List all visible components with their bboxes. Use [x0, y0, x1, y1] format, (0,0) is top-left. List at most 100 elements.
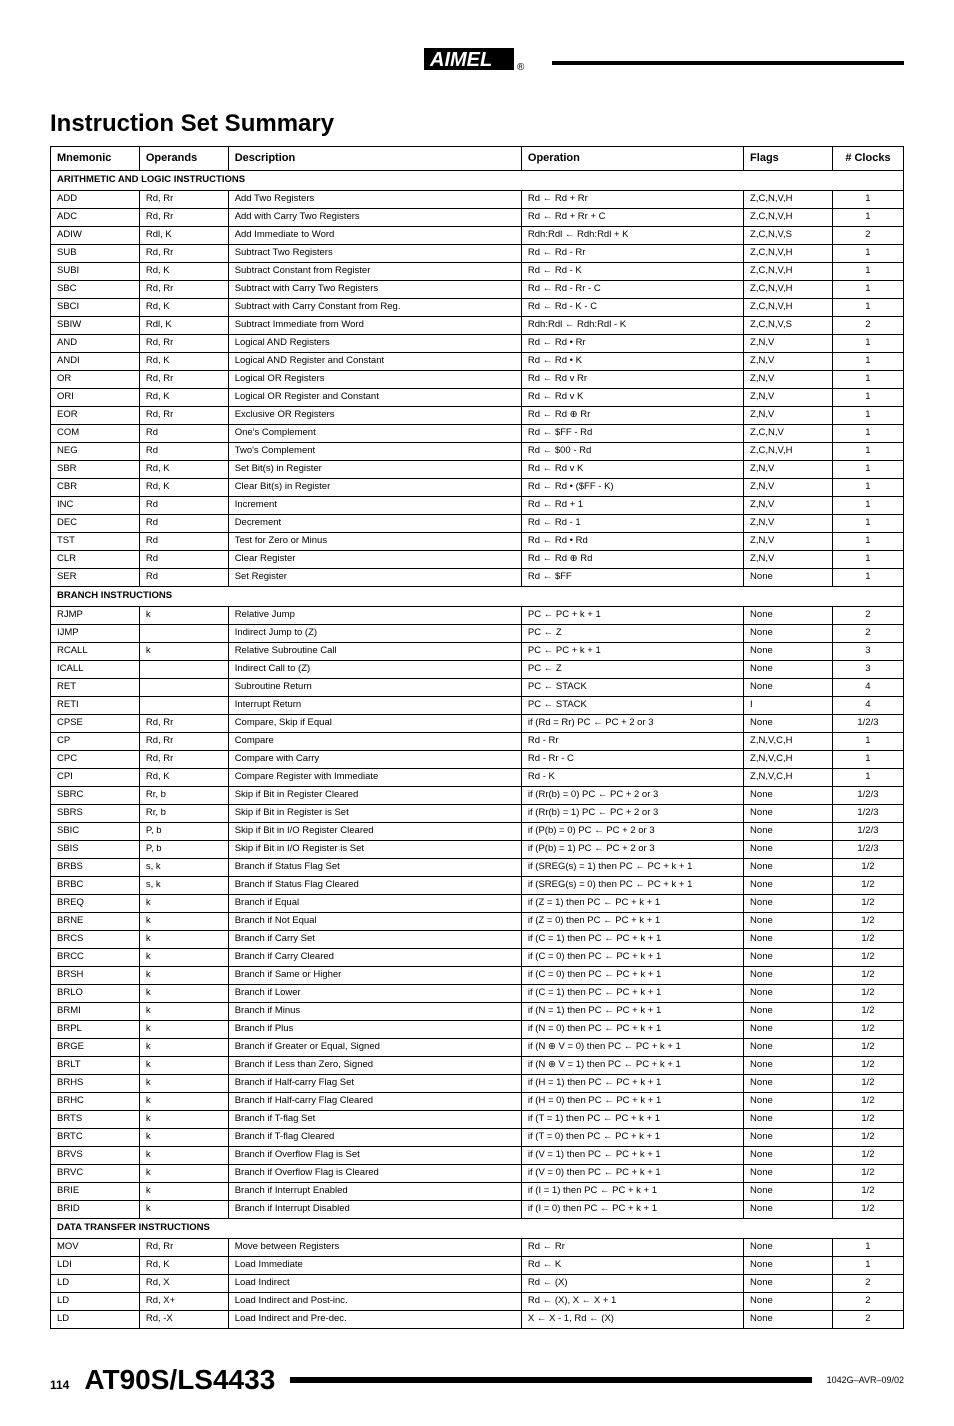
table-cell: None [744, 823, 833, 841]
table-cell: Z,C,N,V,H [744, 281, 833, 299]
logo: AIMEL ® [422, 40, 532, 85]
table-cell: Rd ← Rd v K [521, 389, 743, 407]
table-row: SBRRd, KSet Bit(s) in RegisterRd ← Rd v … [51, 461, 904, 479]
table-cell: DEC [51, 515, 140, 533]
table-cell: k [139, 1003, 228, 1021]
table-cell: CPSE [51, 715, 140, 733]
table-row: BRNEkBranch if Not Equalif (Z = 0) then … [51, 913, 904, 931]
table-row: CPIRd, KCompare Register with ImmediateR… [51, 769, 904, 787]
table-cell: Compare [228, 733, 521, 751]
table-cell: Rd, Rr [139, 715, 228, 733]
table-row: ADCRd, RrAdd with Carry Two RegistersRd … [51, 209, 904, 227]
table-cell: Compare Register with Immediate [228, 769, 521, 787]
table-cell: P, b [139, 823, 228, 841]
table-cell: Rd, Rr [139, 245, 228, 263]
table-row: SUBRd, RrSubtract Two RegistersRd ← Rd -… [51, 245, 904, 263]
table-cell: if (N ⊕ V = 1) then PC ← PC + k + 1 [521, 1057, 743, 1075]
table-cell: Load Immediate [228, 1257, 521, 1275]
table-cell: Skip if Bit in I/O Register is Set [228, 841, 521, 859]
table-cell: ICALL [51, 661, 140, 679]
table-row: BRTCkBranch if T-flag Clearedif (T = 0) … [51, 1129, 904, 1147]
table-cell: Branch if Overflow Flag is Set [228, 1147, 521, 1165]
table-cell: PC ← Z [521, 661, 743, 679]
table-cell: Z,N,V [744, 497, 833, 515]
table-cell: Branch if Overflow Flag is Cleared [228, 1165, 521, 1183]
table-row: RJMPkRelative JumpPC ← PC + k + 1None2 [51, 607, 904, 625]
table-cell: Branch if Carry Cleared [228, 949, 521, 967]
col-description: Description [228, 147, 521, 171]
table-cell: k [139, 967, 228, 985]
table-cell: Rd, K [139, 479, 228, 497]
table-cell: k [139, 913, 228, 931]
table-cell: k [139, 985, 228, 1003]
section-title: BRANCH INSTRUCTIONS [51, 587, 904, 607]
table-row: ANDIRd, KLogical AND Register and Consta… [51, 353, 904, 371]
table-cell: CBR [51, 479, 140, 497]
table-cell: 1 [832, 191, 903, 209]
table-cell: INC [51, 497, 140, 515]
table-cell: 1/2 [832, 1057, 903, 1075]
table-cell: 1 [832, 407, 903, 425]
table-cell: Z,N,V [744, 515, 833, 533]
table-row: CLRRdClear RegisterRd ← Rd ⊕ RdZ,N,V1 [51, 551, 904, 569]
table-cell: 1/2 [832, 1201, 903, 1219]
table-cell: k [139, 607, 228, 625]
table-cell: Logical AND Registers [228, 335, 521, 353]
table-cell: SBRS [51, 805, 140, 823]
table-cell: Rd ← K [521, 1257, 743, 1275]
table-cell: Subtract with Carry Two Registers [228, 281, 521, 299]
table-cell: 1/2/3 [832, 787, 903, 805]
table-row: LDRd, XLoad IndirectRd ← (X)None2 [51, 1275, 904, 1293]
table-cell: None [744, 1111, 833, 1129]
table-row: BRCCkBranch if Carry Clearedif (C = 0) t… [51, 949, 904, 967]
table-cell: Rd ← Rd - 1 [521, 515, 743, 533]
table-cell: if (C = 0) then PC ← PC + k + 1 [521, 949, 743, 967]
table-cell: None [744, 661, 833, 679]
table-cell: Rd [139, 533, 228, 551]
table-cell: 2 [832, 1275, 903, 1293]
table-cell: None [744, 805, 833, 823]
table-row: SBICP, bSkip if Bit in I/O Register Clea… [51, 823, 904, 841]
table-cell: k [139, 1057, 228, 1075]
table-cell: Rd ← Rd + 1 [521, 497, 743, 515]
table-cell: BRCS [51, 931, 140, 949]
table-cell: None [744, 931, 833, 949]
table-cell: 1 [832, 443, 903, 461]
table-cell: Two's Complement [228, 443, 521, 461]
table-cell: Rdh:Rdl ← Rdh:Rdl + K [521, 227, 743, 245]
section-header: BRANCH INSTRUCTIONS [51, 587, 904, 607]
table-cell: Branch if Lower [228, 985, 521, 1003]
table-cell: BRVS [51, 1147, 140, 1165]
table-cell: Branch if T-flag Set [228, 1111, 521, 1129]
table-cell: Rd, K [139, 461, 228, 479]
table-cell: BRGE [51, 1039, 140, 1057]
table-cell: 1/2 [832, 895, 903, 913]
table-cell: 1/2/3 [832, 805, 903, 823]
table-cell: if (I = 0) then PC ← PC + k + 1 [521, 1201, 743, 1219]
table-cell: ADD [51, 191, 140, 209]
page-title: Instruction Set Summary [50, 110, 904, 138]
table-cell: Load Indirect and Post-inc. [228, 1293, 521, 1311]
table-cell: Clear Bit(s) in Register [228, 479, 521, 497]
table-cell: 1/2 [832, 1147, 903, 1165]
table-cell: BRID [51, 1201, 140, 1219]
table-cell: if (C = 1) then PC ← PC + k + 1 [521, 931, 743, 949]
table-cell: Rd ← $00 - Rd [521, 443, 743, 461]
table-cell: RJMP [51, 607, 140, 625]
table-cell: Z,N,V [744, 389, 833, 407]
table-row: SBIWRdl, KSubtract Immediate from WordRd… [51, 317, 904, 335]
table-cell: 2 [832, 1293, 903, 1311]
table-cell: None [744, 913, 833, 931]
table-cell: k [139, 1093, 228, 1111]
table-row: SERRdSet RegisterRd ← $FFNone1 [51, 569, 904, 587]
table-cell: 1/2/3 [832, 841, 903, 859]
table-cell: Rd [139, 497, 228, 515]
table-cell: LD [51, 1293, 140, 1311]
table-cell: None [744, 1293, 833, 1311]
table-row: RETIInterrupt ReturnPC ← STACKI4 [51, 697, 904, 715]
table-cell: 1/2/3 [832, 823, 903, 841]
table-cell: BRPL [51, 1021, 140, 1039]
table-row: LDRd, X+Load Indirect and Post-inc.Rd ← … [51, 1293, 904, 1311]
table-cell: 1/2 [832, 949, 903, 967]
table-row: CBRRd, KClear Bit(s) in RegisterRd ← Rd … [51, 479, 904, 497]
